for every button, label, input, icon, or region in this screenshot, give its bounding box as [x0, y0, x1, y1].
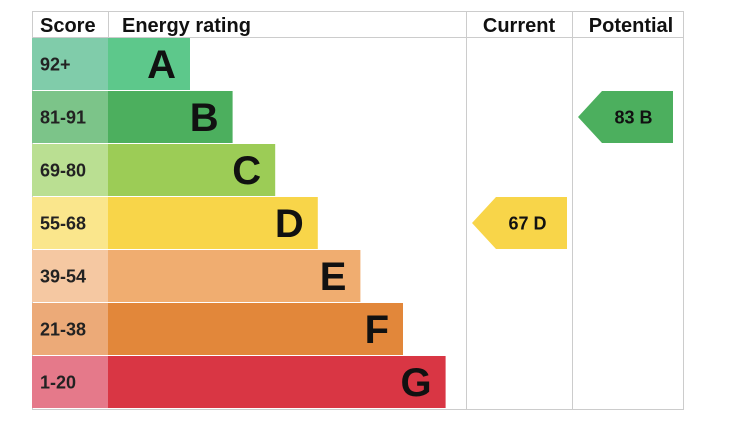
rating-bar-d	[108, 197, 318, 249]
band-row-c: 69-80 C	[32, 144, 276, 196]
rating-bar-e	[108, 250, 361, 302]
rating-bar-a	[108, 38, 190, 90]
rating-bar-c	[108, 144, 276, 196]
rating-letter-g: G	[400, 361, 431, 405]
rating-bar-b	[108, 91, 233, 143]
rating-letter-d: D	[275, 202, 304, 246]
score-label-f: 21-38	[40, 320, 86, 340]
rating-arrows: 67 D 83 B	[472, 91, 673, 249]
current-arrow-shape	[472, 197, 567, 249]
potential-arrow-shape	[578, 91, 673, 143]
header-current: Current	[483, 15, 556, 37]
header-energy-rating: Energy rating	[122, 15, 251, 37]
rating-letter-e: E	[320, 255, 347, 299]
score-label-e: 39-54	[40, 267, 86, 287]
score-cell-c	[32, 144, 108, 196]
rating-letter-b: B	[190, 96, 219, 140]
rating-letter-a: A	[147, 43, 176, 87]
rating-letter-f: F	[365, 308, 389, 352]
score-label-c: 69-80	[40, 161, 86, 181]
score-label-b: 81-91	[40, 108, 86, 128]
potential-arrow-label: 83 B	[614, 108, 652, 128]
score-cell-d	[32, 197, 108, 249]
score-cell-e	[32, 250, 108, 302]
band-row-a: 92+ A	[32, 38, 190, 90]
current-arrow-label: 67 D	[508, 214, 546, 234]
rating-bands: 92+ A 81-91 B 69-80 C 55-68 D 39-54 E 21-38 F 1-20 G	[32, 38, 446, 408]
band-row-f: 21-38 F	[32, 303, 403, 355]
band-row-b: 81-91 B	[32, 91, 233, 143]
rating-bar-f	[108, 303, 403, 355]
score-cell-f	[32, 303, 108, 355]
score-cell-a	[32, 38, 108, 90]
potential-rating-arrow: 83 B	[578, 91, 673, 143]
score-label-g: 1-20	[40, 373, 76, 393]
band-row-e: 39-54 E	[32, 250, 361, 302]
score-label-a: 92+	[40, 55, 71, 75]
header-potential: Potential	[589, 15, 673, 37]
band-row-g: 1-20 G	[32, 356, 446, 408]
score-label-d: 55-68	[40, 214, 86, 234]
current-rating-arrow: 67 D	[472, 197, 567, 249]
header-score: Score	[40, 15, 96, 37]
score-cell-g	[32, 356, 108, 408]
score-cell-b	[32, 91, 108, 143]
rating-bar-g	[108, 356, 446, 408]
rating-letter-c: C	[232, 149, 261, 193]
band-row-d: 55-68 D	[32, 197, 318, 249]
